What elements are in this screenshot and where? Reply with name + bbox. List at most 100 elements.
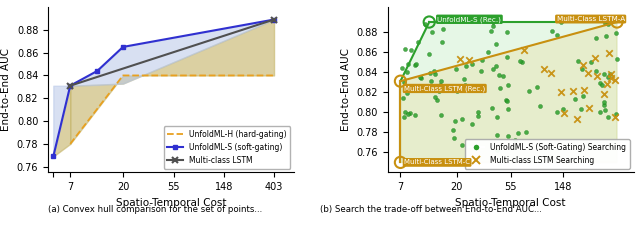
Text: (b) Search the trade-off between End-to-End AUC...: (b) Search the trade-off between End-to-… xyxy=(320,205,542,214)
Point xyxy=(429,69,439,73)
Point xyxy=(424,72,435,75)
Point xyxy=(424,52,435,56)
Point xyxy=(493,73,504,77)
Point xyxy=(437,40,447,44)
Point xyxy=(495,86,505,90)
Point xyxy=(603,75,613,79)
Point xyxy=(598,72,609,75)
Point xyxy=(519,48,529,52)
Point xyxy=(605,72,615,76)
Point xyxy=(452,89,462,93)
Point xyxy=(586,60,596,64)
Point xyxy=(611,112,621,116)
Point xyxy=(403,112,413,116)
Point xyxy=(410,63,420,67)
Point xyxy=(487,106,497,110)
Point xyxy=(498,74,508,78)
Point xyxy=(556,21,566,24)
Point xyxy=(568,89,579,93)
Text: Multi-Class LSTM (Rec.): Multi-Class LSTM (Rec.) xyxy=(404,85,485,92)
Point xyxy=(612,20,622,24)
Point xyxy=(459,77,469,81)
Point xyxy=(546,72,556,75)
Point xyxy=(411,63,421,66)
Y-axis label: End-to-End AUC: End-to-End AUC xyxy=(1,48,12,131)
Point xyxy=(400,47,410,51)
Point xyxy=(521,130,531,134)
Point xyxy=(602,20,612,24)
Point xyxy=(559,111,569,115)
Text: Multi-Class LSTM-A: Multi-Class LSTM-A xyxy=(557,16,625,22)
Point xyxy=(420,23,430,26)
Point xyxy=(513,131,523,134)
Point xyxy=(515,59,525,63)
Point xyxy=(595,110,605,114)
Point xyxy=(402,70,412,73)
Point xyxy=(438,27,449,31)
Point xyxy=(600,21,611,24)
Point xyxy=(457,117,467,121)
Point xyxy=(397,96,408,99)
Point xyxy=(486,30,496,33)
Point xyxy=(612,57,622,61)
Point xyxy=(611,31,621,35)
Point xyxy=(491,42,501,45)
Point xyxy=(447,128,458,132)
Point xyxy=(583,71,593,75)
Point xyxy=(578,94,588,98)
Point xyxy=(601,34,611,38)
Point xyxy=(503,108,513,111)
Legend: UnfoldML-S (Soft-Gating) Searching, Multi-class LSTM Searching: UnfoldML-S (Soft-Gating) Searching, Mult… xyxy=(465,139,630,169)
Point xyxy=(428,30,438,34)
Point xyxy=(595,81,605,85)
Point xyxy=(492,116,502,119)
Point xyxy=(576,107,586,111)
Point xyxy=(492,64,502,68)
Point xyxy=(483,50,493,53)
Point xyxy=(454,58,465,61)
Point xyxy=(463,58,474,62)
Point xyxy=(476,69,486,73)
Point xyxy=(539,67,549,71)
Point xyxy=(400,110,410,113)
Polygon shape xyxy=(401,22,617,162)
Point xyxy=(502,100,513,103)
Text: Multi-Class LSTM-C: Multi-Class LSTM-C xyxy=(404,159,470,165)
Point xyxy=(552,33,562,36)
Point xyxy=(461,64,471,68)
Point xyxy=(492,148,502,152)
Point xyxy=(584,106,594,110)
Point xyxy=(572,117,582,121)
Point xyxy=(606,76,616,80)
Point xyxy=(598,103,609,107)
Point xyxy=(579,88,589,92)
Point xyxy=(488,20,498,24)
Point xyxy=(501,98,511,101)
Point xyxy=(556,90,566,94)
X-axis label: Spatio-Temporal Cost: Spatio-Temporal Cost xyxy=(116,198,227,208)
Point xyxy=(467,122,477,126)
Point xyxy=(503,134,513,138)
Point xyxy=(557,107,568,110)
Point xyxy=(449,119,460,123)
Point xyxy=(531,85,541,89)
Point xyxy=(577,68,587,71)
Point xyxy=(598,92,609,96)
Point xyxy=(600,108,610,112)
Point xyxy=(488,67,498,71)
Point xyxy=(436,113,447,117)
Point xyxy=(430,95,440,99)
Point xyxy=(435,83,445,87)
Point xyxy=(535,104,545,108)
Point xyxy=(406,48,417,52)
Point xyxy=(416,76,426,79)
Point xyxy=(552,110,562,114)
Point xyxy=(524,89,534,93)
Point xyxy=(502,55,513,58)
Point xyxy=(492,133,502,137)
Point xyxy=(509,145,519,149)
Point xyxy=(410,113,420,117)
Point xyxy=(606,72,616,76)
Point xyxy=(429,72,440,75)
X-axis label: Spatio-Temporal Cost: Spatio-Temporal Cost xyxy=(455,198,566,208)
